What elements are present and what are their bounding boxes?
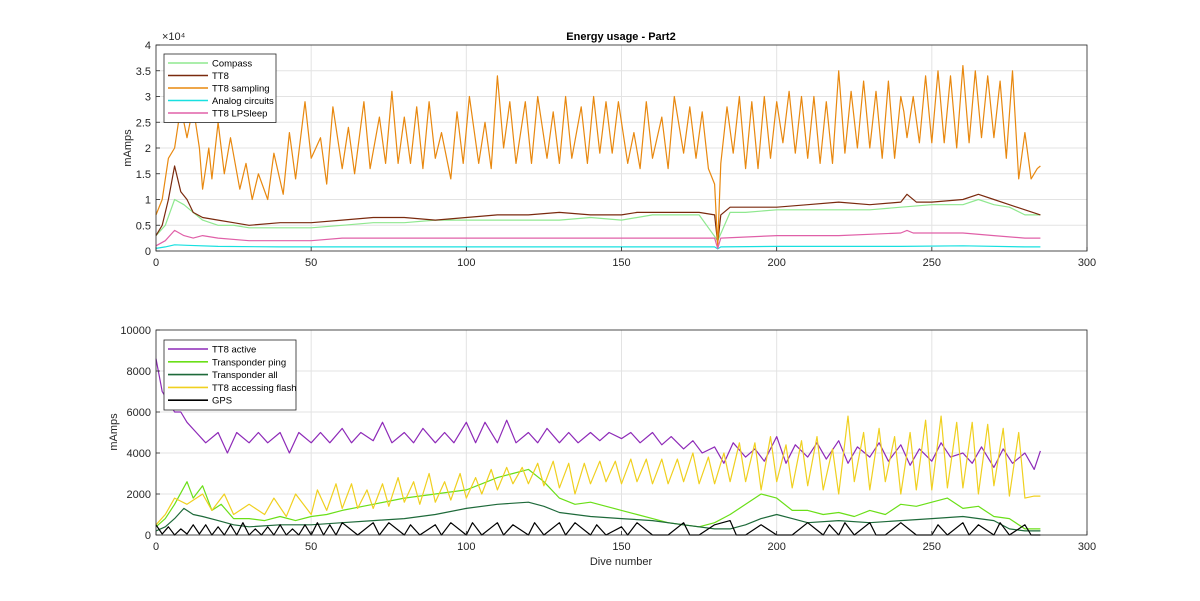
- top-series-tt8-lpsleep: [155, 229, 1041, 249]
- top-x-tick-label: 50: [305, 257, 317, 269]
- top-legend-label: TT8 LPSleep: [212, 109, 267, 120]
- bottom-series-transponder-all: [155, 501, 1041, 532]
- bottom-legend-label: TT8 accessing flash: [212, 383, 296, 394]
- top-y-tick-label: 0: [145, 246, 151, 258]
- top-y-tick-label: 0.5: [136, 220, 151, 232]
- bottom-y-tick-label: 2000: [127, 489, 151, 501]
- bottom-legend-label: TT8 active: [212, 345, 256, 356]
- bottom-x-tick-label: 50: [305, 541, 317, 553]
- top-x-tick-label: 200: [767, 257, 785, 269]
- top-series-tt8-sampling: [155, 64, 1041, 247]
- bottom-x-tick-label: 0: [153, 541, 159, 553]
- bottom-y-tick-label: 8000: [127, 366, 151, 378]
- bottom-y-tick-label: 10000: [120, 325, 151, 337]
- top-y-exponent-label: ×10⁴: [162, 31, 186, 43]
- bottom-legend-label: GPS: [212, 396, 232, 407]
- top-y-tick-label: 2: [145, 143, 151, 155]
- bottom-x-ticks: 0 50 100 150 200 250 300: [153, 531, 1096, 553]
- top-y-tick-label: 1: [145, 195, 151, 207]
- top-y-tick-label: 4: [145, 40, 151, 52]
- bottom-axes: 0 50 100 150 200 250 300 0 2000 4000 6000 8000 1000…: [108, 325, 1096, 568]
- top-x-tick-label: 100: [457, 257, 475, 269]
- bottom-x-tick-label: 100: [457, 541, 475, 553]
- bottom-grid: [155, 329, 1088, 536]
- top-y-tick-label: 3.5: [136, 66, 151, 78]
- top-chart-title: Energy usage - Part2: [566, 31, 675, 43]
- top-y-ticks: 0 0.5 1 1.5 2 2.5 3 3.5 4: [136, 40, 160, 258]
- bottom-series-gps: [155, 519, 1041, 536]
- top-legend-label: TT8 sampling: [212, 84, 270, 95]
- top-legend-label: Analog circuits: [212, 96, 274, 107]
- bottom-x-tick-label: 200: [767, 541, 785, 553]
- top-y-axis-label: mAmps: [122, 129, 134, 167]
- top-y-tick-label: 2.5: [136, 117, 151, 129]
- top-legend-label: TT8: [212, 71, 229, 82]
- bottom-x-axis-label: Dive number: [590, 556, 653, 568]
- bottom-y-ticks: 0 2000 4000 6000 8000 10000: [120, 325, 160, 542]
- bottom-x-tick-label: 250: [923, 541, 941, 553]
- top-y-tick-label: 3: [145, 92, 151, 104]
- top-x-tick-label: 250: [923, 257, 941, 269]
- top-series-tt8: [155, 165, 1041, 244]
- bottom-x-tick-label: 300: [1078, 541, 1096, 553]
- bottom-series-group: [155, 358, 1041, 536]
- bottom-y-tick-label: 4000: [127, 448, 151, 460]
- bottom-series-tt8-accessing-flash: [155, 415, 1041, 526]
- bottom-legend-label: Transponder ping: [212, 357, 286, 368]
- top-x-tick-label: 300: [1078, 257, 1096, 269]
- top-axes: 0 50 100 150 200 250 300 0 0.5 1 1.5 2 2.5 3 3.5 4 Ene…: [122, 31, 1096, 269]
- bottom-legend-label: Transponder all: [212, 370, 278, 381]
- top-series-analog-circuits: [155, 244, 1041, 250]
- bottom-y-axis-label: mAmps: [108, 413, 120, 451]
- top-x-ticks: 0 50 100 150 200 250 300: [153, 247, 1096, 269]
- top-x-tick-label: 150: [612, 257, 630, 269]
- top-legend-label: Compass: [212, 59, 252, 70]
- bottom-series-tt8-active: [155, 358, 1041, 470]
- bottom-y-tick-label: 6000: [127, 407, 151, 419]
- top-series-group: [155, 64, 1041, 250]
- bottom-series-transponder-ping: [155, 468, 1041, 530]
- top-x-tick-label: 0: [153, 257, 159, 269]
- bottom-x-tick-label: 150: [612, 541, 630, 553]
- top-series-compass: [155, 198, 1041, 242]
- bottom-y-tick-label: 0: [145, 530, 151, 542]
- top-y-tick-label: 1.5: [136, 169, 151, 181]
